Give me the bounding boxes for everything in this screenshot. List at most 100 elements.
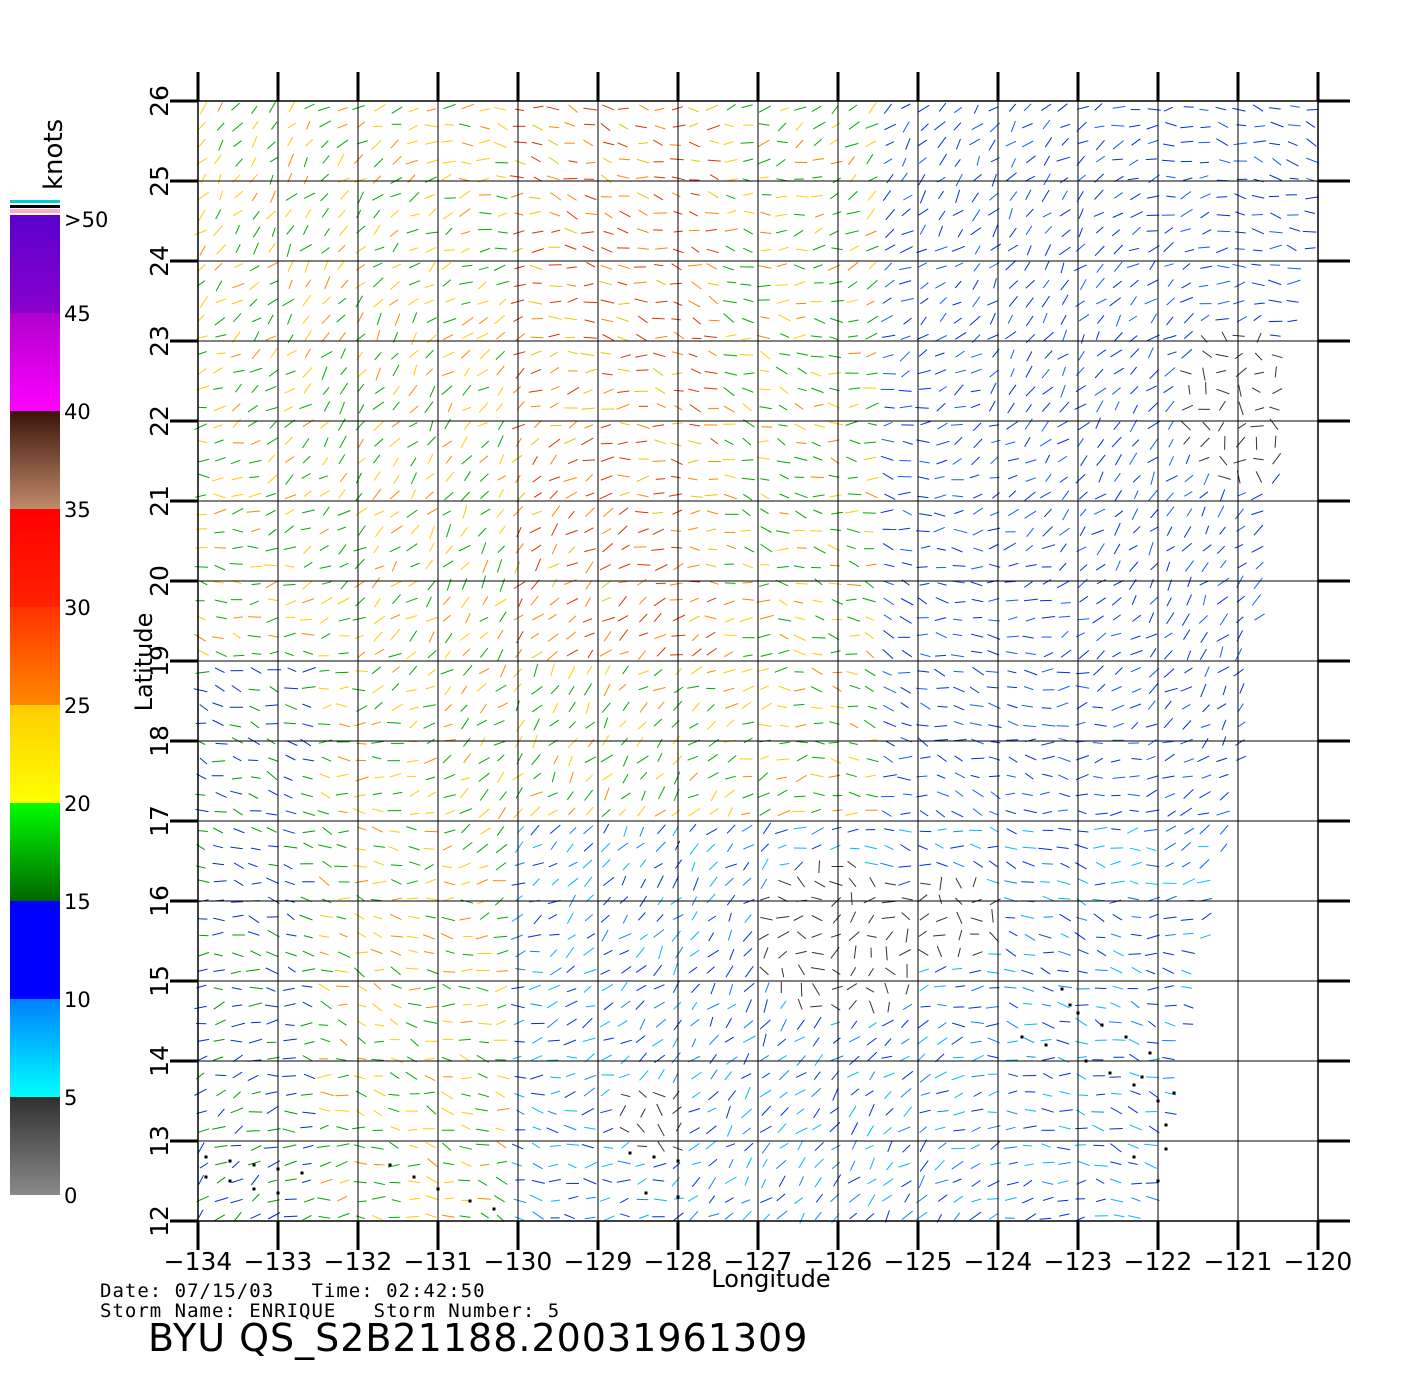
wind-vector	[971, 1180, 981, 1187]
track-marker	[1164, 1147, 1168, 1151]
wind-vector	[194, 423, 208, 431]
wind-vector	[884, 406, 895, 409]
wind-vector	[251, 135, 258, 148]
wind-vector	[936, 265, 947, 270]
wind-vector	[1162, 952, 1174, 956]
wind-vector	[849, 1160, 856, 1171]
wind-vector	[515, 648, 523, 659]
wind-vector	[1236, 316, 1248, 323]
lat-lon-grid	[170, 72, 1350, 1250]
wind-vector	[916, 1036, 928, 1045]
wind-vector	[406, 140, 419, 145]
wind-vector	[1080, 455, 1088, 467]
wind-vector	[374, 438, 384, 447]
wind-vector	[566, 965, 575, 973]
wind-vector	[656, 403, 666, 408]
wind-vector	[1165, 933, 1176, 937]
wind-vector	[495, 403, 503, 412]
track-marker	[412, 1175, 416, 1179]
wind-vector	[234, 1125, 244, 1134]
wind-vector	[987, 1198, 999, 1200]
wind-vector	[300, 1093, 313, 1096]
wind-vector	[1008, 1002, 1019, 1009]
wind-vector	[1044, 260, 1050, 270]
wind-vector	[1061, 490, 1070, 500]
wind-vector	[635, 511, 649, 514]
wind-vector	[953, 1111, 966, 1116]
wind-vector	[776, 547, 789, 552]
wind-vector	[866, 402, 879, 410]
wind-vector	[245, 968, 260, 972]
wind-vector	[302, 545, 312, 555]
wind-vector	[442, 754, 452, 764]
wind-vector	[566, 210, 578, 220]
wind-vector	[1110, 1198, 1124, 1203]
wind-vector	[936, 791, 950, 797]
wind-vector	[793, 334, 806, 340]
wind-vector	[551, 505, 561, 517]
wind-vector	[849, 403, 859, 408]
wind-vector	[568, 721, 576, 729]
wind-vector	[374, 1040, 384, 1043]
wind-vector	[935, 1179, 949, 1184]
wind-vector	[1129, 809, 1139, 812]
wind-vector	[568, 1195, 579, 1200]
wind-vector	[1114, 401, 1120, 411]
wind-vector	[1004, 880, 1017, 884]
wind-vector	[814, 1054, 824, 1066]
wind-vector	[1237, 422, 1247, 430]
wind-vector	[1112, 140, 1124, 150]
wind-vector	[691, 246, 700, 253]
wind-vector	[848, 742, 859, 745]
wind-vector	[743, 210, 755, 214]
wind-vector	[477, 1073, 488, 1079]
wind-vector	[1006, 1110, 1018, 1115]
wind-vector	[461, 596, 470, 608]
wind-vector	[550, 685, 560, 695]
wind-vector	[1058, 985, 1072, 989]
wind-vector	[302, 1163, 312, 1166]
wind-vector	[372, 880, 386, 885]
wind-vector	[742, 861, 750, 871]
wind-vector	[268, 528, 277, 536]
wind-vector	[567, 1163, 577, 1169]
wind-vector	[706, 631, 716, 639]
wind-vector	[1008, 756, 1018, 763]
wind-vector	[497, 702, 509, 709]
wind-vector	[882, 1194, 893, 1202]
wind-vector	[797, 964, 806, 976]
wind-vector	[423, 847, 435, 850]
wind-vector	[1040, 881, 1050, 883]
wind-vector	[1073, 264, 1087, 272]
wind-vector	[405, 615, 418, 620]
wind-vector	[831, 1004, 841, 1011]
wind-vector	[726, 334, 737, 337]
wind-vector	[991, 439, 1001, 444]
wind-vector	[1188, 385, 1191, 395]
wind-vector	[461, 717, 470, 730]
wind-vector	[515, 160, 526, 165]
wind-vector	[672, 509, 683, 515]
wind-vector	[918, 104, 930, 113]
wind-vector	[194, 229, 208, 236]
wind-vector	[867, 1194, 876, 1207]
wind-vector	[864, 580, 874, 589]
wind-vector	[1146, 755, 1156, 761]
wind-vector	[726, 843, 734, 853]
wind-vector	[811, 1087, 822, 1098]
wind-vector	[531, 248, 544, 253]
wind-vector	[1131, 721, 1139, 730]
wind-vector	[302, 950, 315, 957]
wind-vector	[214, 684, 225, 692]
wind-vector	[357, 1200, 367, 1203]
wind-vector	[288, 101, 296, 113]
wind-vector	[847, 493, 862, 496]
wind-vector	[1057, 353, 1069, 360]
wind-vector	[818, 860, 820, 874]
track-marker	[1124, 1035, 1128, 1039]
wind-vector	[269, 174, 274, 185]
wind-vector	[1182, 775, 1193, 778]
wind-vector	[743, 372, 755, 375]
wind-vector	[1042, 212, 1052, 218]
wind-vector	[1180, 228, 1192, 232]
